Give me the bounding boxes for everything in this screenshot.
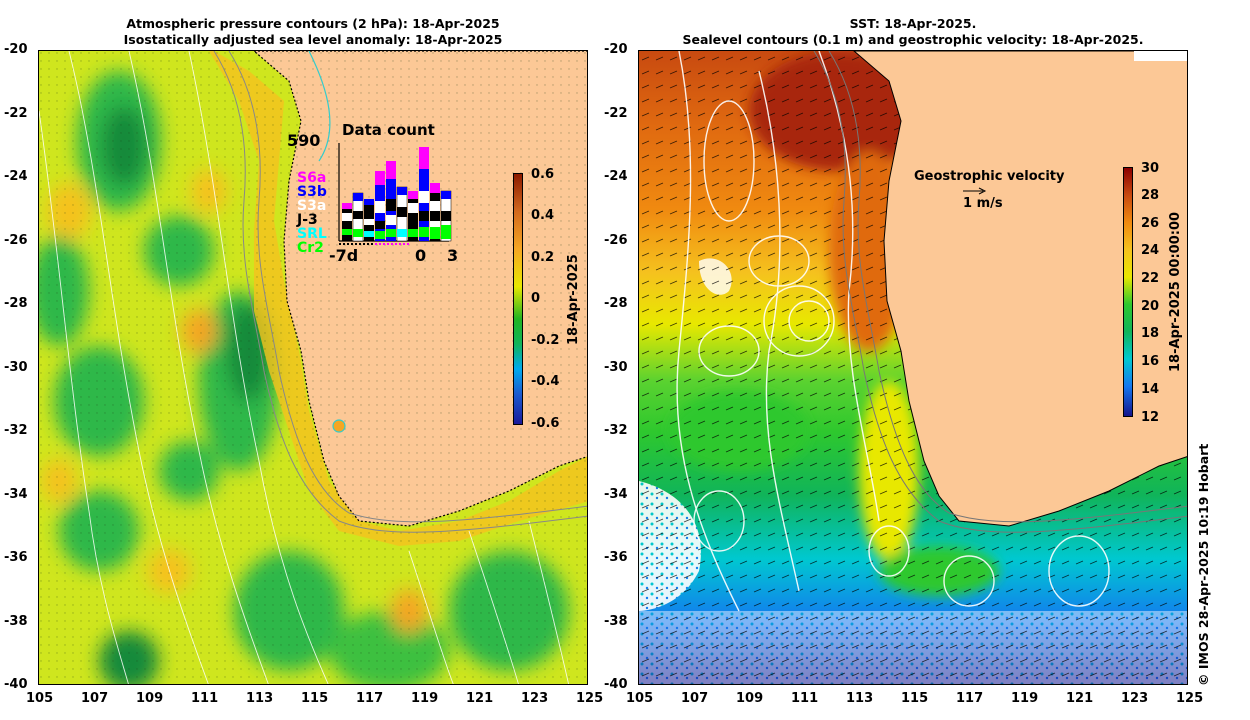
right-y-tick--26: -26 [604, 232, 628, 248]
left-x-tick-105: 105 [26, 691, 54, 706]
inset-bar-chart [338, 143, 452, 245]
left-y-tick--26: -26 [4, 232, 28, 248]
left-x-tick-113: 113 [246, 691, 274, 706]
right-y-tick--24: -24 [604, 169, 628, 184]
right-x-tick-123: 123 [1121, 691, 1149, 706]
left-y-tick--34: -34 [4, 486, 28, 502]
left-x-tick-109: 109 [136, 691, 164, 706]
left-title-line1: Atmospheric pressure contours (2 hPa): 1… [126, 16, 500, 31]
left-map-sea-level-anomaly[interactable]: 590 Data count -7d 0 3 S6a S3b S3a J-3 S… [38, 50, 588, 685]
right-x-tick-115: 115 [901, 691, 929, 706]
right-cb-tick-4: 22 [1141, 271, 1160, 286]
right-x-tick-117: 117 [956, 691, 984, 706]
right-x-tick-107: 107 [681, 691, 709, 706]
right-cb-tick-8: 14 [1141, 382, 1160, 397]
right-x-tick-109: 109 [736, 691, 764, 706]
right-map-sst[interactable]: Geostrophic velocity 1 m/s [638, 50, 1188, 685]
left-x-tick-107: 107 [81, 691, 109, 706]
inset-bars [342, 147, 452, 242]
left-y-tick--28: -28 [4, 296, 28, 311]
pressure-contours [39, 51, 570, 684]
left-title-line2: Isostatically adjusted sea level anomaly… [123, 32, 503, 47]
left-cb-tick-3: 0 [531, 291, 541, 306]
sat-j3: J-3 [297, 212, 318, 228]
right-y-tick--40: -40 [604, 677, 628, 692]
left-cb-tick-0: 0.6 [531, 167, 555, 182]
left-x-tick-119: 119 [411, 691, 439, 706]
left-x-tick-125: 125 [576, 691, 604, 706]
inset-x-label-start: -7d [329, 246, 359, 265]
velocity-scale-label: 1 m/s [963, 196, 1003, 211]
sat-srl: SRL [297, 226, 327, 242]
right-x-tick-125: 125 [1176, 691, 1204, 706]
left-x-tick-123: 123 [521, 691, 549, 706]
left-y-tick--38: -38 [4, 613, 28, 629]
left-y-tick--30: -30 [4, 359, 28, 375]
right-x-tick-113: 113 [846, 691, 874, 706]
right-y-tick--38: -38 [604, 613, 628, 629]
right-x-tick-119: 119 [1011, 691, 1039, 706]
right-y-tick--20: -20 [604, 42, 628, 57]
sla-stipple [39, 51, 587, 684]
bathymetry-contours [213, 51, 587, 533]
left-y-tick--20: -20 [4, 42, 28, 57]
right-cb-tick-1: 28 [1141, 188, 1160, 203]
sat-s3b: S3b [297, 184, 327, 200]
left-x-tick-115: 115 [301, 691, 329, 706]
right-cb-tick-6: 18 [1141, 326, 1160, 341]
left-cb-tick-4: -0.2 [531, 333, 560, 348]
right-y-tick--34: -34 [604, 486, 628, 502]
bathymetry-contours [813, 51, 1187, 533]
right-title-line2: Sealevel contours (0.1 m) and geostrophi… [682, 32, 1144, 47]
right-cb-tick-2: 26 [1141, 216, 1160, 231]
left-x-tick-121: 121 [466, 691, 494, 706]
sat-s6a: S6a [297, 170, 327, 186]
left-y-tick--40: -40 [4, 677, 28, 692]
right-map-canvas [639, 51, 1187, 684]
right-cb-tick-9: 12 [1141, 410, 1160, 425]
left-x-tick-111: 111 [191, 691, 219, 706]
left-y-tick--24: -24 [4, 169, 28, 184]
left-cb-tick-1: 0.4 [531, 208, 555, 223]
imos-credit: © IMOS 28-Apr-2025 10:19 Hobart [1196, 443, 1211, 686]
right-y-tick--30: -30 [604, 359, 628, 375]
left-y-tick--32: -32 [4, 423, 28, 438]
right-y-tick--28: -28 [604, 296, 628, 311]
right-colorbar [1123, 167, 1133, 417]
map-corner-gap [1134, 51, 1187, 61]
left-y-tick--22: -22 [4, 105, 28, 121]
right-y-tick--32: -32 [604, 423, 628, 438]
right-x-tick-121: 121 [1066, 691, 1094, 706]
inset-max-label: 590 [287, 131, 321, 150]
right-y-tick--36: -36 [604, 550, 628, 565]
right-title-line1: SST: 18-Apr-2025. [849, 16, 977, 31]
left-colorbar [513, 173, 523, 425]
velocity-scale-arrow [963, 187, 987, 195]
velocity-title: Geostrophic velocity [914, 169, 1065, 184]
left-cb-label: 18-Apr-2025 [566, 254, 581, 345]
river-line [308, 51, 331, 162]
left-cb-tick-6: -0.6 [531, 416, 560, 431]
right-cb-label: 18-Apr-2025 00:00:00 [1168, 211, 1183, 372]
sat-cr2: Cr2 [297, 240, 324, 256]
right-cb-tick-3: 24 [1141, 243, 1160, 258]
right-cb-tick-5: 20 [1141, 299, 1160, 314]
right-x-tick-105: 105 [626, 691, 654, 706]
left-cb-tick-2: 0.2 [531, 250, 555, 265]
inset-title: Data count [342, 121, 435, 139]
right-x-tick-111: 111 [791, 691, 819, 706]
rottnest-marker [332, 419, 346, 433]
left-map-canvas [39, 51, 587, 684]
right-y-tick--22: -22 [604, 105, 628, 121]
left-x-tick-117: 117 [356, 691, 384, 706]
land-western-australia [853, 51, 1187, 527]
inset-x-label-end: 3 [447, 246, 459, 265]
inset-x-label-zero: 0 [415, 246, 427, 265]
right-cb-tick-0: 30 [1141, 161, 1160, 176]
left-cb-tick-5: -0.4 [531, 374, 560, 389]
sat-s3a: S3a [297, 198, 327, 214]
left-y-tick--36: -36 [4, 550, 28, 565]
right-cb-tick-7: 16 [1141, 354, 1160, 369]
